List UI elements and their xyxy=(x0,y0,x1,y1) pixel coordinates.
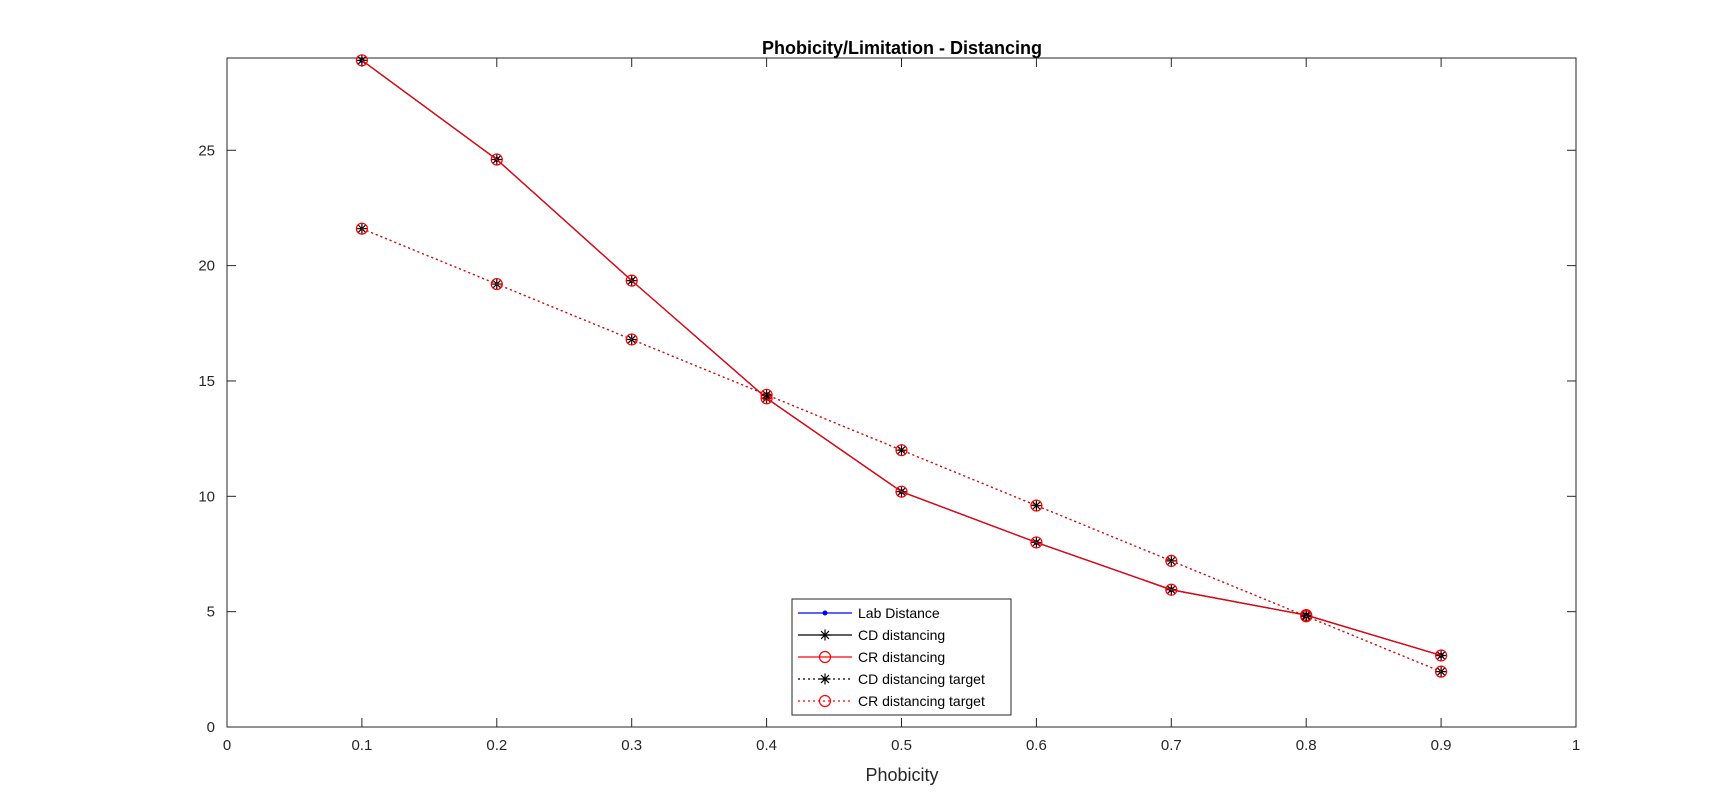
x-tick-label: 0.6 xyxy=(1026,737,1047,754)
legend-entry: Lab Distance xyxy=(798,605,940,621)
legend-label: CR distancing xyxy=(858,649,945,665)
data-point xyxy=(355,54,368,67)
legend-entry: CD distancing target xyxy=(798,671,985,687)
x-tick-label: 1 xyxy=(1572,737,1580,754)
data-point xyxy=(760,388,773,401)
series-cr-distancing-target xyxy=(355,222,1448,678)
y-tick-label: 0 xyxy=(207,719,215,736)
data-point xyxy=(1434,649,1448,662)
data-point xyxy=(490,277,503,291)
data-point xyxy=(761,389,773,401)
x-axis-label: Phobicity xyxy=(865,765,938,785)
y-tick-label: 10 xyxy=(198,488,215,505)
data-point xyxy=(1030,536,1043,549)
legend-label: CR distancing target xyxy=(858,693,985,709)
chart-title: Phobicity/Limitation - Distancing xyxy=(762,38,1042,58)
y-tick-label: 20 xyxy=(198,258,215,275)
data-point xyxy=(1165,554,1178,568)
x-tick-label: 0.5 xyxy=(891,737,912,754)
data-point xyxy=(1030,500,1042,512)
legend: Lab Distance CD distancing CR distancing CD… xyxy=(791,598,1012,716)
x-tick-label: 0.4 xyxy=(756,737,777,754)
data-point xyxy=(625,274,638,287)
y-tick-label: 25 xyxy=(198,142,215,159)
legend-label: CD distancing xyxy=(858,627,945,643)
x-tick-label: 0 xyxy=(223,737,231,754)
x-tick-label: 0.8 xyxy=(1296,737,1317,754)
y-tick-label: 5 xyxy=(207,604,215,621)
x-tick-label: 0.9 xyxy=(1431,737,1452,754)
data-point xyxy=(895,444,908,457)
series-cr-distancing xyxy=(355,54,1448,662)
y-tick-label: 15 xyxy=(198,373,215,390)
x-tick-label: 0.2 xyxy=(486,737,507,754)
legend-marker xyxy=(819,629,831,641)
legend-entry: CR distancing xyxy=(798,649,945,665)
series-line xyxy=(361,59,1442,657)
x-tick-label: 0.1 xyxy=(351,737,372,754)
data-point xyxy=(1434,665,1448,678)
data-point xyxy=(490,153,503,166)
legend-marker xyxy=(818,650,832,664)
x-tick-label: 0.7 xyxy=(1161,737,1182,754)
data-point xyxy=(1300,610,1313,623)
legend-label: Lab Distance xyxy=(858,605,940,621)
data-point xyxy=(1165,583,1178,596)
legend-entry: CD distancing xyxy=(798,627,945,643)
data-point xyxy=(625,333,638,346)
data-point xyxy=(356,223,368,235)
x-tick-label: 0.3 xyxy=(621,737,642,754)
data-point xyxy=(355,222,368,235)
legend-marker xyxy=(822,610,828,616)
data-point xyxy=(896,444,907,456)
data-point xyxy=(1165,555,1177,567)
legend-marker xyxy=(818,694,832,708)
legend-entry: CR distancing target xyxy=(798,693,985,709)
legend-label: CD distancing target xyxy=(858,671,985,687)
data-point xyxy=(1030,499,1043,512)
data-point xyxy=(895,485,908,498)
legend-marker xyxy=(819,673,831,685)
